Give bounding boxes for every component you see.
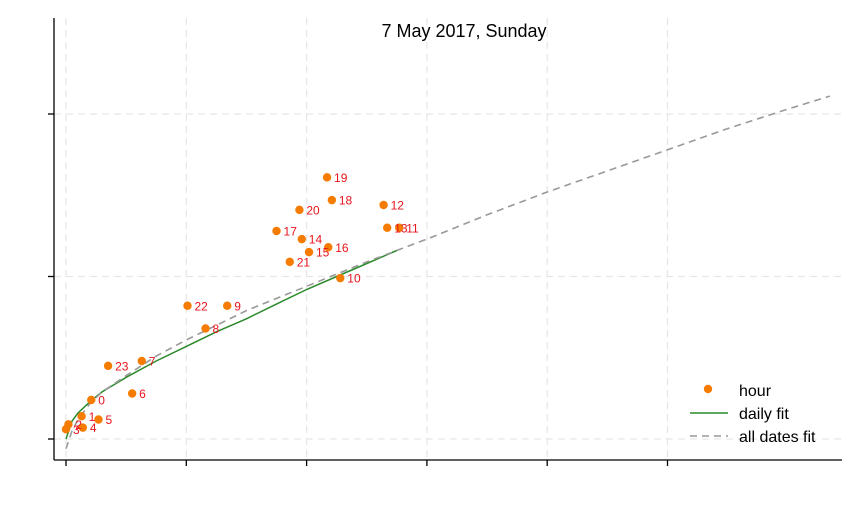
- hour-label: 0: [98, 394, 105, 408]
- hour-point: [379, 200, 388, 210]
- hour-label: 19: [334, 171, 348, 185]
- hour-label: 2: [75, 418, 82, 432]
- hour-label: 10: [347, 272, 361, 286]
- hour-label: 9: [234, 299, 241, 313]
- hour-label: 17: [284, 225, 298, 239]
- hour-label: 3: [73, 423, 80, 437]
- hour-point: [77, 412, 86, 421]
- hour-point: [103, 361, 113, 371]
- hour-label: 12: [391, 199, 405, 213]
- hour-point: [383, 223, 392, 232]
- hour-label: 5: [105, 413, 112, 427]
- hour-label: 23: [115, 359, 129, 373]
- fit-lines: [65, 95, 831, 450]
- hour-label: 21: [297, 255, 311, 269]
- hour-label: 16: [335, 241, 349, 255]
- legend-hour-marker: [703, 384, 713, 394]
- hour-point: [78, 423, 88, 432]
- legend-label: hour: [739, 383, 772, 400]
- legend: hour daily fit all dates fit: [690, 383, 816, 446]
- hour-point: [223, 301, 232, 310]
- hour-label: 15: [316, 246, 330, 260]
- hour-point: [137, 356, 146, 366]
- hour-point: [272, 226, 281, 236]
- hour-point: [324, 243, 333, 252]
- hour-point: [183, 301, 192, 310]
- grid-lines: [54, 18, 842, 460]
- hour-point: [297, 234, 306, 244]
- hour-label: 13: [394, 221, 408, 235]
- hour-points: [61, 173, 404, 434]
- chart-title: 7 May 2017, Sunday: [381, 21, 546, 41]
- hour-point: [94, 415, 103, 424]
- all-dates-fit-line: [65, 95, 831, 450]
- hour-point: [127, 389, 137, 398]
- hour-point: [295, 205, 304, 215]
- hour-label: 7: [149, 355, 156, 369]
- hour-label: 18: [339, 194, 353, 208]
- hour-point: [304, 247, 314, 257]
- hour-label: 14: [309, 233, 323, 247]
- hour-point: [285, 257, 294, 267]
- hour-label: 22: [195, 299, 209, 313]
- legend-label: all dates fit: [739, 429, 816, 446]
- hour-label: 20: [306, 203, 320, 217]
- hour-point: [395, 223, 404, 232]
- daily-fit-line: [65, 249, 398, 440]
- hour-point: [322, 173, 332, 182]
- hour-point: [61, 425, 71, 434]
- hour-label: 1: [89, 410, 96, 424]
- hour-label: 8: [213, 322, 220, 336]
- hour-point: [201, 324, 210, 333]
- hour-label: 4: [90, 421, 97, 435]
- hour-point: [336, 273, 345, 283]
- axis-ticks: [48, 113, 669, 466]
- legend-label: daily fit: [739, 406, 789, 423]
- hour-point: [87, 395, 96, 405]
- hour-point: [327, 195, 337, 205]
- hour-label: 6: [139, 387, 146, 401]
- hour-label: 11: [406, 221, 419, 235]
- axes: [53, 18, 842, 461]
